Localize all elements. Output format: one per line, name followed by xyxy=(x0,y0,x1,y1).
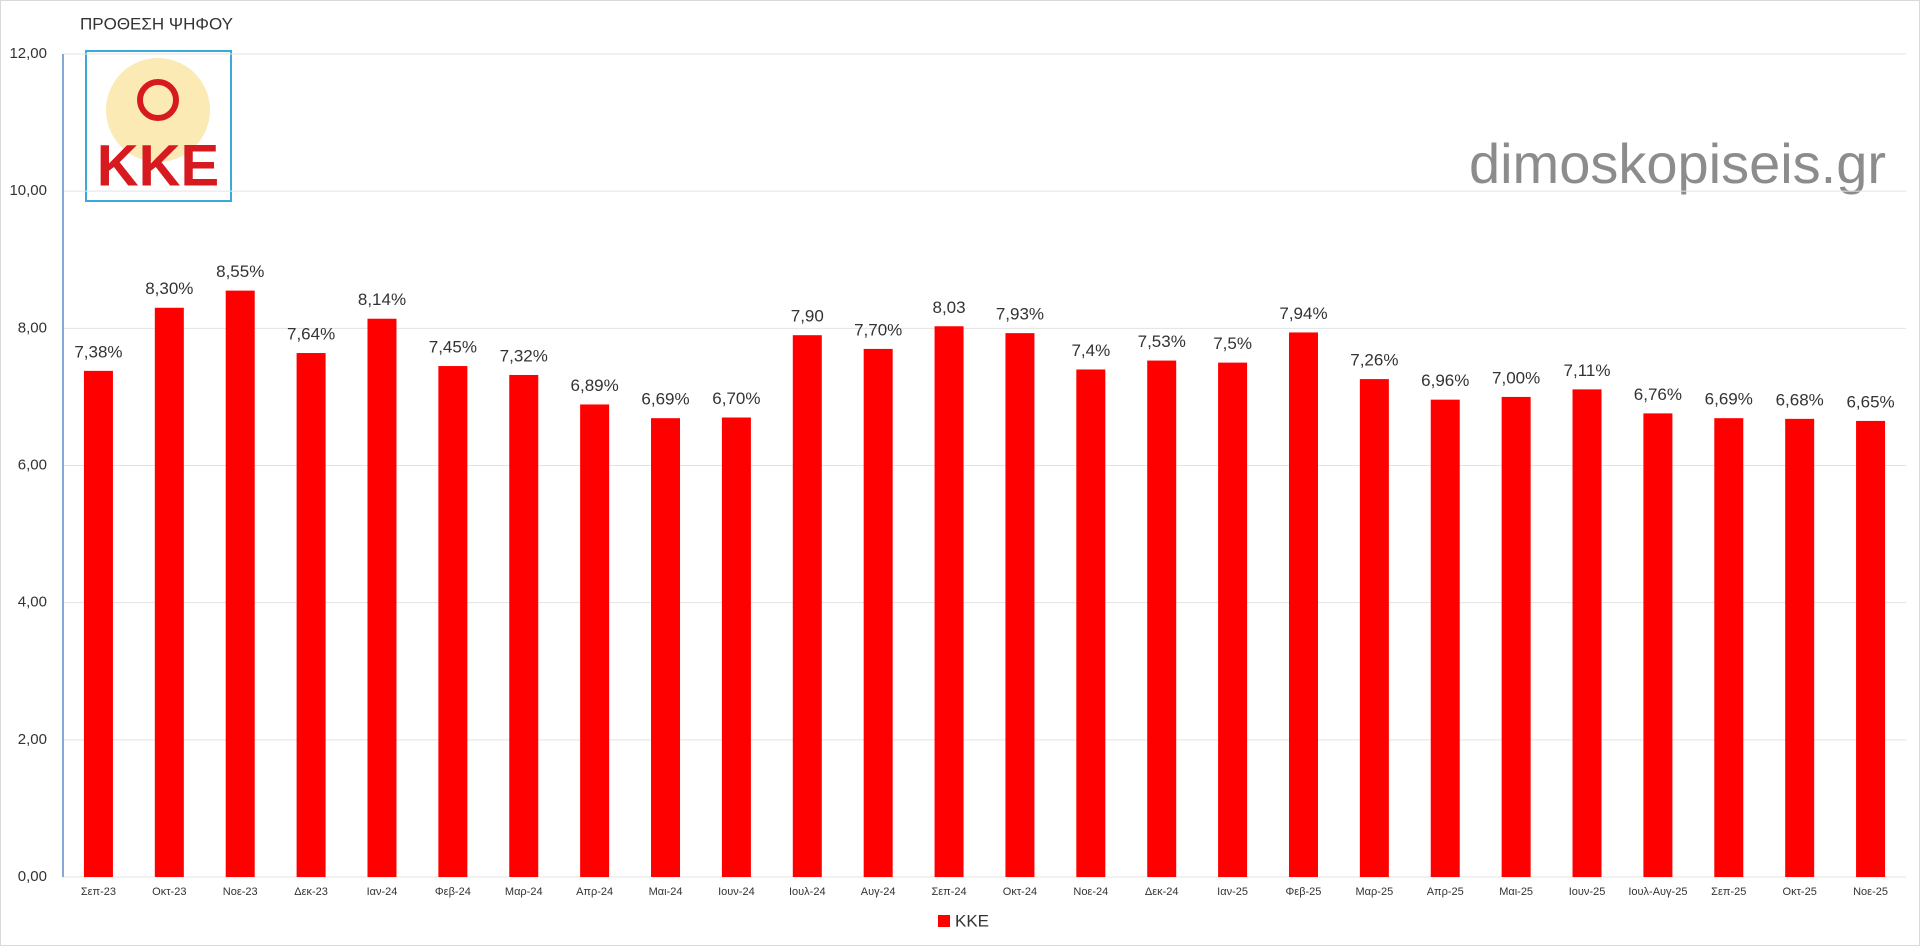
x-tick-label: Ιαν-24 xyxy=(367,886,398,898)
value-label: 8,55% xyxy=(216,262,264,281)
value-label: 8,30% xyxy=(145,279,193,298)
value-label: 6,65% xyxy=(1846,392,1894,411)
bar xyxy=(1714,418,1744,877)
logo-sickle xyxy=(137,79,179,121)
value-label: 7,53% xyxy=(1138,332,1186,351)
chart-title: ΠΡΟΘΕΣΗ ΨΗΦΟΥ xyxy=(80,14,233,33)
bar xyxy=(296,353,326,878)
value-label: 6,76% xyxy=(1634,385,1682,404)
x-tick-label: Ιαν-25 xyxy=(1217,886,1248,898)
x-tick-label: Νοε-23 xyxy=(223,886,258,898)
logo: KKE xyxy=(85,50,232,202)
value-label: 8,03 xyxy=(933,298,966,317)
bar xyxy=(1572,389,1602,877)
x-tick-label: Σεπ-25 xyxy=(1711,886,1746,898)
bar xyxy=(1005,333,1035,877)
x-tick-label: Μαι-25 xyxy=(1499,886,1533,898)
value-label: 6,70% xyxy=(712,389,760,408)
y-tick-label: 12,00 xyxy=(9,45,47,62)
value-label: 7,45% xyxy=(429,338,477,357)
value-label: 7,38% xyxy=(74,342,122,361)
x-tick-label: Οκτ-25 xyxy=(1783,886,1817,898)
bar xyxy=(83,370,113,877)
bar xyxy=(1076,369,1106,877)
logo-text: KKE xyxy=(97,133,219,198)
watermark: dimoskopiseis.gr xyxy=(1469,132,1886,195)
value-label: 6,68% xyxy=(1776,390,1824,409)
legend-swatch xyxy=(938,915,950,927)
bar xyxy=(651,418,681,877)
bar xyxy=(863,348,893,877)
logo-sun xyxy=(106,58,210,162)
bar xyxy=(792,335,822,878)
value-label: 6,89% xyxy=(571,376,619,395)
value-label: 7,26% xyxy=(1350,351,1398,370)
bar xyxy=(1785,418,1815,877)
y-tick-label: 4,00 xyxy=(18,594,47,611)
bar xyxy=(509,374,539,877)
bar xyxy=(438,366,468,877)
x-tick-label: Νοε-25 xyxy=(1853,886,1888,898)
value-label: 7,90 xyxy=(791,307,824,326)
bar xyxy=(1430,399,1460,877)
x-tick-label: Φεβ-24 xyxy=(435,886,471,898)
x-tick-label: Ιουλ-24 xyxy=(789,886,826,898)
x-tick-label: Απρ-24 xyxy=(576,886,613,898)
x-tick-label: Σεπ-23 xyxy=(81,886,116,898)
x-tick-label: Μαι-24 xyxy=(649,886,683,898)
bar xyxy=(1147,360,1177,877)
bar xyxy=(225,290,255,877)
value-label: 7,5% xyxy=(1213,334,1252,353)
bar xyxy=(1288,332,1318,877)
bar xyxy=(1643,413,1673,877)
y-tick-label: 10,00 xyxy=(9,182,47,199)
value-label: 7,70% xyxy=(854,320,902,339)
y-tick-label: 0,00 xyxy=(18,868,47,885)
legend-label: KKE xyxy=(955,911,989,930)
x-tick-label: Μαρ-24 xyxy=(505,886,543,898)
x-tick-label: Ιουν-25 xyxy=(1569,886,1606,898)
x-tick-label: Δεκ-24 xyxy=(1145,886,1179,898)
value-label: 7,00% xyxy=(1492,368,1540,387)
x-tick-label: Μαρ-25 xyxy=(1356,886,1394,898)
bar xyxy=(1359,379,1389,877)
bar xyxy=(934,326,964,877)
bar xyxy=(721,417,751,877)
value-label: 6,96% xyxy=(1421,371,1469,390)
x-tick-label: Απρ-25 xyxy=(1427,886,1464,898)
value-label: 7,64% xyxy=(287,325,335,344)
bar xyxy=(580,404,610,877)
y-tick-label: 6,00 xyxy=(18,456,47,473)
x-tick-label: Δεκ-23 xyxy=(294,886,328,898)
value-label: 7,94% xyxy=(1279,304,1327,323)
value-label: 8,14% xyxy=(358,290,406,309)
value-label: 7,93% xyxy=(996,305,1044,324)
x-tick-label: Σεπ-24 xyxy=(931,886,966,898)
x-tick-label: Αυγ-24 xyxy=(861,886,896,898)
x-tick-label: Νοε-24 xyxy=(1073,886,1108,898)
bar xyxy=(1218,362,1248,877)
value-label: 7,4% xyxy=(1071,341,1110,360)
bar xyxy=(1856,420,1886,877)
y-tick-label: 2,00 xyxy=(18,731,47,748)
bar xyxy=(1501,396,1531,877)
x-tick-label: Ιουν-24 xyxy=(718,886,755,898)
x-tick-label: Φεβ-25 xyxy=(1286,886,1322,898)
value-label: 7,11% xyxy=(1564,361,1611,380)
value-label: 6,69% xyxy=(641,390,689,409)
x-tick-label: Οκτ-24 xyxy=(1003,886,1037,898)
y-tick-label: 8,00 xyxy=(18,319,47,336)
value-label: 7,32% xyxy=(500,346,548,365)
x-tick-label: Οκτ-23 xyxy=(152,886,186,898)
x-tick-label: Ιουλ-Αυγ-25 xyxy=(1628,886,1687,898)
bar xyxy=(367,318,397,877)
bar xyxy=(154,307,184,878)
value-label: 6,69% xyxy=(1705,390,1753,409)
